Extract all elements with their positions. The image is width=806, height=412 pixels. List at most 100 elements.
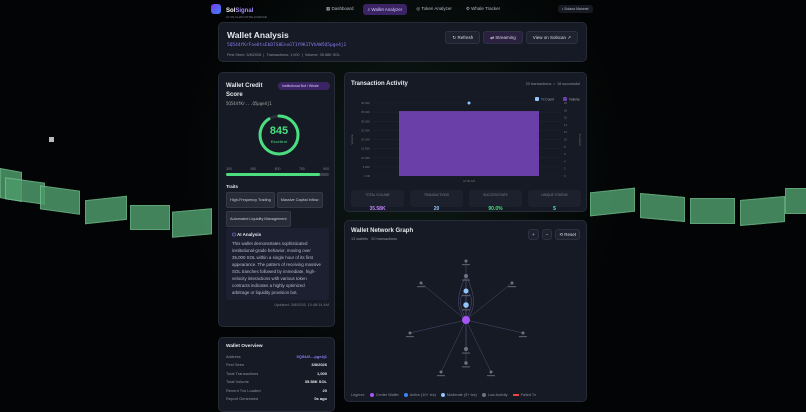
overview-label: Total Volume — [226, 379, 249, 385]
overview-label: Address — [226, 353, 241, 359]
stat-value: 35.58K — [369, 206, 386, 212]
streaming-button[interactable]: ⇄ Streaming — [483, 31, 523, 45]
y2-tick-label: 2 — [564, 167, 566, 171]
y2-tick-label: 8 — [564, 145, 566, 149]
node-label — [519, 336, 527, 338]
overview-row: Address 5Q544f....pge4j1 — [226, 352, 327, 361]
score-bar — [226, 173, 329, 176]
y2-tick-label: 16 — [564, 116, 568, 120]
node-label — [508, 286, 516, 288]
wallet-node — [463, 302, 469, 308]
y-tick-label: 15.00K — [361, 147, 370, 151]
wallet-node — [464, 347, 468, 351]
nav-whale-tracker[interactable]: ⚙ Whale Tracker — [465, 6, 501, 11]
stream-icon: ⇄ — [490, 35, 494, 40]
stat-label: UNIQUE TOKENS — [541, 193, 568, 197]
legend-label: Active (10+ txs) — [409, 393, 436, 397]
wallet-header-card: Wallet Analysis 5Q544fKrFoe6tsEbD7S8EnxG… — [218, 22, 587, 62]
legend-label: Volume — [569, 98, 580, 102]
wallet-node — [408, 331, 412, 335]
score-gauge — [258, 114, 300, 156]
y2-tick-label: 20 — [564, 101, 568, 105]
legend-dot — [403, 393, 408, 397]
legend-dot — [440, 393, 445, 397]
logo — [211, 4, 221, 14]
node-label — [462, 264, 470, 266]
nav-token-analyzer[interactable]: ◎ Token Analyzer — [416, 6, 452, 11]
stat-tile: TOTAL VOLUME 35.58K — [351, 190, 404, 212]
overview-value: 1,000 — [316, 370, 327, 376]
legend-item: Center Wallet — [369, 393, 399, 397]
stat-tile: SUCCESS RATE 90.0% — [469, 190, 522, 212]
y2-tick-label: 18 — [564, 108, 568, 112]
trait-chip: Automated Liquidity Management — [226, 211, 291, 227]
node-label — [462, 279, 470, 281]
legend-label: Failed Tx — [520, 393, 537, 397]
trait-chip: High-Frequency Trading — [226, 192, 275, 208]
score-value: 845 — [269, 125, 289, 137]
legend-dot — [481, 393, 486, 397]
y2-tick-label: 14 — [564, 123, 568, 127]
score-rating: Excellent — [270, 139, 288, 144]
stat-label: SUCCESS RATE — [483, 193, 508, 197]
legend-label: Low Activity — [487, 393, 508, 397]
overview-row: Report Generated 0s ago — [226, 395, 327, 404]
chart-legend: Tx Count Volume — [535, 97, 580, 102]
header-meta: First Seen: 3/8/2026 | Transactions: 1,0… — [227, 53, 341, 57]
graph-subtitle: 13 wallets · 20 transactions — [351, 237, 398, 241]
score-address: 5Q544fKr...Q5pge4j1 — [226, 101, 272, 106]
overview-title: Wallet Overview — [226, 344, 263, 349]
overview-label: Report Generated — [226, 396, 259, 402]
wallet-node — [463, 288, 469, 294]
y-tick-label: 10.00K — [361, 156, 370, 160]
nav-wallet-analyzer[interactable]: ⌕ Wallet Analyzer — [362, 3, 408, 15]
credit-score-card: Wallet Credit Score Institutional Bot / … — [218, 72, 335, 327]
y2-tick-label: 12 — [564, 130, 568, 134]
y-axis-label: Volume — [350, 134, 354, 144]
stat-value: 20 — [433, 206, 440, 212]
network-graph-card: Wallet Network Graph 13 wallets · 20 tra… — [344, 220, 587, 402]
solscan-button[interactable]: View on Solscan ↗ — [525, 31, 578, 45]
y2-tick-label: 6 — [564, 152, 566, 156]
activity-chart: Tx Count Volume 0.00 5.00K 10.00K 15.00K 20.00… — [350, 97, 582, 183]
trait-chip: Massive Capital Inflow — [276, 192, 323, 208]
wallet-node — [464, 259, 468, 263]
edge — [440, 319, 467, 373]
legend-swatch — [535, 97, 539, 101]
node-label — [462, 366, 470, 368]
legend-label: Center Wallet — [375, 393, 399, 397]
stat-value: 5 — [553, 206, 556, 212]
network-graph[interactable] — [345, 247, 588, 389]
legend-item: Active (10+ txs) — [403, 393, 436, 397]
network-badge[interactable]: • Solana Mainnet — [558, 5, 593, 13]
zoom-in-button[interactable]: + — [527, 229, 539, 241]
wallet-node — [464, 274, 468, 278]
wallet-node — [489, 370, 493, 374]
nav-dashboard[interactable]: ▦ Dashboard — [326, 6, 354, 11]
legend-item: Moderate (5+ txs) — [440, 393, 477, 397]
transaction-activity-card: Transaction Activity 20 transactions • 1… — [344, 72, 587, 212]
score-scale: 300 450 600 750 900 — [226, 167, 329, 171]
ai-text: This wallet demonstrates sophisticated i… — [232, 241, 322, 295]
node-label — [487, 375, 495, 377]
volume-bar — [399, 111, 539, 176]
y-tick-label: 40.00K — [361, 101, 370, 105]
edge — [409, 319, 467, 334]
y2-axis-label: Tx Count — [578, 133, 582, 145]
center-wallet-node — [462, 316, 470, 324]
y-tick-label: 35.00K — [361, 110, 370, 114]
y2-tick-label: 0 — [564, 174, 566, 178]
ai-icon: ⬡ — [232, 232, 236, 237]
edge — [465, 282, 513, 321]
edge — [465, 319, 524, 334]
wallet-address[interactable]: 5Q544fKrFoe6tsEbD7S8EnxGT1Y9K1TVhAW5Q5pg… — [227, 43, 347, 48]
refresh-button[interactable]: ↻ Refresh — [445, 31, 481, 45]
wallet-node — [521, 331, 525, 335]
refresh-icon: ↻ — [452, 35, 457, 40]
wallet-node — [464, 361, 468, 365]
reset-button[interactable]: ⟲ Reset — [555, 229, 580, 241]
wallet-node — [510, 281, 514, 285]
zoom-out-button[interactable]: − — [541, 229, 553, 241]
classification-badge: Institutional Bot / Whale — [278, 82, 330, 90]
overview-value: 0s ago — [314, 396, 327, 402]
